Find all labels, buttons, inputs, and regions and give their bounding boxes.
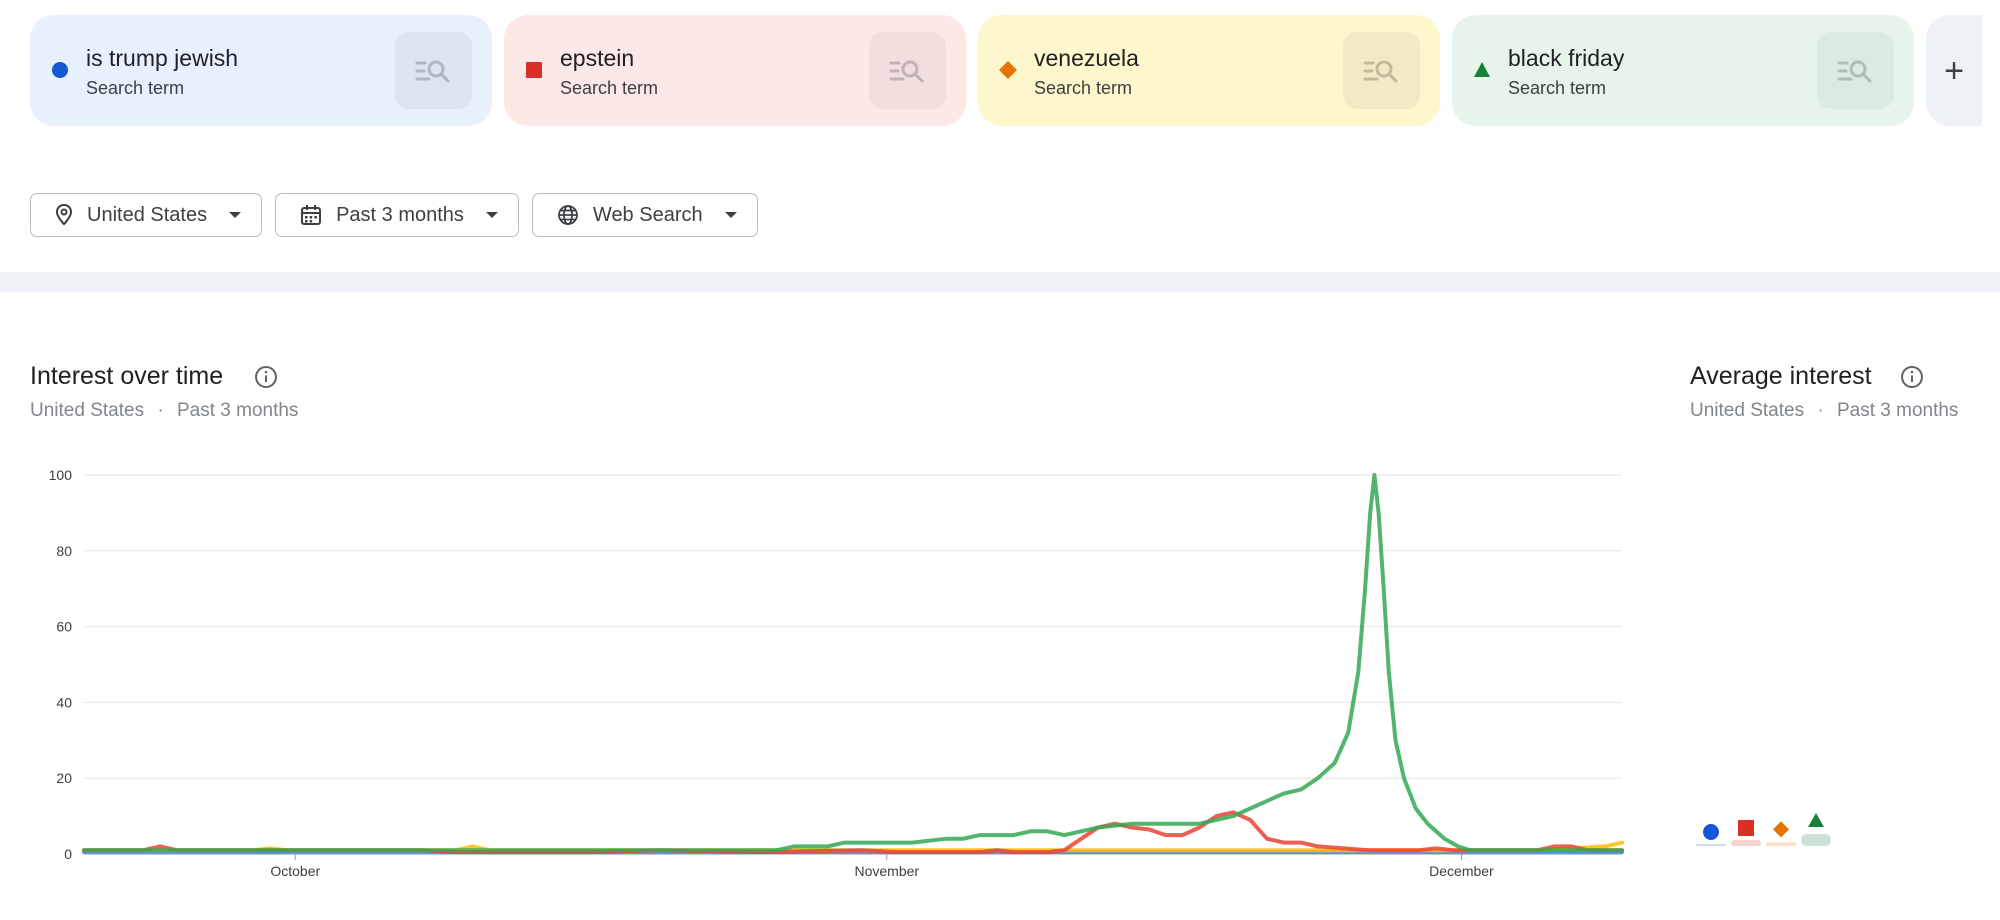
y-tick-label: 40 — [56, 694, 72, 710]
average-bar — [1801, 834, 1831, 846]
series-line-black-friday — [82, 473, 1624, 853]
caret-down-icon — [485, 212, 498, 218]
term-card-black-friday[interactable]: black friday Search term — [1452, 15, 1914, 126]
search-list-icon — [1363, 60, 1397, 82]
separator-dot: · — [1817, 400, 1824, 421]
term-name: is trump jewish — [86, 45, 239, 71]
term-name: epstein — [560, 45, 635, 71]
triangle-marker-icon — [1808, 813, 1824, 827]
location-pin-icon — [55, 204, 73, 226]
caret-down-icon — [229, 212, 242, 218]
section-divider — [0, 272, 2000, 292]
y-tick-label: 60 — [56, 619, 72, 635]
region-filter-dropdown[interactable]: United States — [30, 193, 263, 237]
term-card-venezuela[interactable]: venezuela Search term — [978, 15, 1440, 126]
x-tick-label: October — [270, 863, 320, 879]
search-list-icon — [1837, 60, 1871, 82]
separator-dot: · — [157, 400, 164, 421]
average-bar — [1731, 840, 1761, 846]
term-subtitle: Search term — [1508, 78, 1607, 98]
search-list-icon — [415, 60, 449, 82]
y-tick-label: 100 — [49, 467, 73, 483]
info-icon[interactable] — [254, 365, 278, 389]
diamond-marker-icon — [1773, 821, 1789, 838]
time-filter-dropdown[interactable]: Past 3 months — [275, 193, 519, 237]
region-text: United States — [30, 400, 145, 421]
y-tick-label: 80 — [56, 543, 72, 559]
average-interest-subtitle: United States · Past 3 months — [1690, 400, 1958, 422]
interest-over-time-title: Interest over time — [30, 362, 224, 390]
property-filter-label: Web Search — [592, 203, 703, 226]
circle-marker-icon — [1703, 824, 1719, 840]
circle-marker-icon — [52, 62, 68, 78]
term-subtitle: Search term — [1034, 78, 1133, 98]
term-name: venezuela — [1034, 45, 1139, 71]
triangle-marker-icon — [1474, 62, 1490, 77]
time-filter-label: Past 3 months — [336, 203, 464, 226]
explore-term-button[interactable] — [869, 32, 946, 109]
info-icon[interactable] — [1900, 365, 1924, 389]
search-list-icon — [889, 60, 923, 82]
search-terms-row: is trump jewish Search term epstein Sear… — [30, 15, 1982, 126]
explore-term-button[interactable] — [1343, 32, 1420, 109]
x-tick-label: November — [855, 863, 920, 879]
term-subtitle: Search term — [86, 78, 185, 98]
interest-over-time-subtitle: United States · Past 3 months — [30, 400, 298, 422]
region-text: United States — [1690, 400, 1805, 421]
explore-term-button[interactable] — [1817, 32, 1894, 109]
globe-icon — [558, 205, 578, 225]
calendar-icon — [301, 205, 322, 225]
square-marker-icon — [1738, 820, 1754, 836]
diamond-marker-icon — [999, 61, 1017, 79]
series-line-epstein — [82, 810, 1624, 855]
period-text: Past 3 months — [1836, 400, 1959, 421]
add-term-button[interactable]: + — [1926, 15, 1982, 126]
square-marker-icon — [526, 62, 542, 78]
term-card-epstein[interactable]: epstein Search term — [504, 15, 966, 126]
y-tick-label: 0 — [64, 846, 72, 862]
region-filter-label: United States — [87, 203, 208, 226]
average-bar — [1766, 842, 1796, 846]
average-interest-title: Average interest — [1690, 362, 1872, 390]
x-tick-label: December — [1429, 863, 1494, 879]
average-bar — [1696, 844, 1726, 846]
interest-over-time-chart[interactable]: 0 20 40 60 80 100 October November December — [0, 455, 1640, 895]
average-interest-chart — [1696, 813, 1831, 846]
property-filter-dropdown[interactable]: Web Search — [531, 193, 758, 237]
caret-down-icon — [724, 212, 737, 218]
filter-bar: United States Past 3 months Web Search — [30, 193, 758, 237]
term-name: black friday — [1508, 45, 1625, 71]
explore-term-button[interactable] — [395, 32, 472, 109]
term-subtitle: Search term — [560, 78, 659, 98]
term-card-trump[interactable]: is trump jewish Search term — [30, 15, 492, 126]
plus-icon: + — [1944, 51, 1964, 90]
y-tick-label: 20 — [56, 770, 72, 786]
period-text: Past 3 months — [176, 400, 299, 421]
